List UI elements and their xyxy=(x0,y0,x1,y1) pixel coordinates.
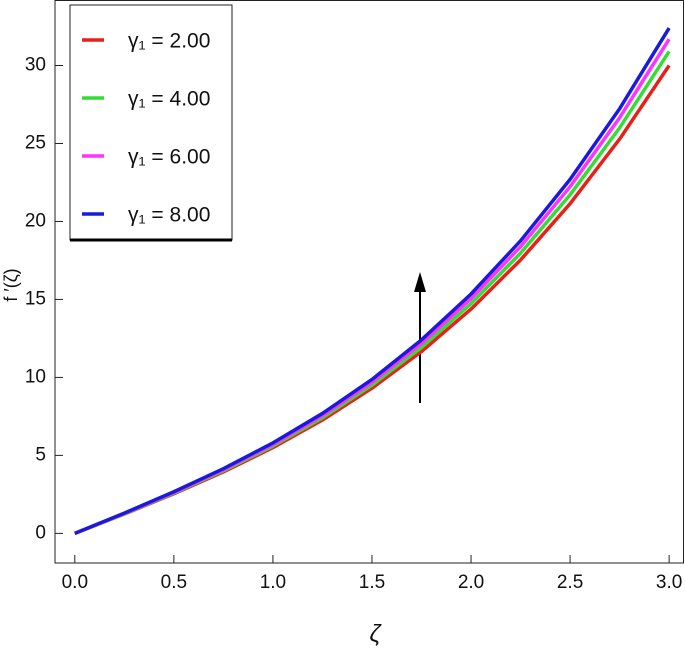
y-tick-label: 15 xyxy=(25,288,46,309)
x-tick-label: 2.5 xyxy=(557,572,583,593)
y-tick-label: 5 xyxy=(35,444,46,465)
x-tick-label: 0.0 xyxy=(62,572,88,593)
x-tick-label: 1.0 xyxy=(260,572,286,593)
legend-label: γ₁ = 4.00 xyxy=(128,88,210,111)
series-line xyxy=(74,27,671,535)
legend-box xyxy=(69,4,233,241)
x-axis-label: ζ xyxy=(369,620,382,647)
y-tick-label: 10 xyxy=(25,366,46,387)
plot-frame xyxy=(54,0,684,564)
y-axis-label: f ′(ζ) xyxy=(1,268,21,301)
x-tick-label: 3.0 xyxy=(656,572,682,593)
legend-label: γ₁ = 6.00 xyxy=(128,146,210,169)
x-tick-label: 2.0 xyxy=(458,572,484,593)
x-tick-label: 0.5 xyxy=(161,572,187,593)
legend: γ₁ = 2.00 γ₁ = 4.00 γ₁ = 6.00 γ₁ = 8.00 xyxy=(69,4,233,242)
y-tick-label: 20 xyxy=(25,210,46,231)
y-tick-label: 30 xyxy=(25,55,46,76)
legend-label: γ₁ = 2.00 xyxy=(128,30,210,53)
legend-label: γ₁ = 8.00 xyxy=(128,204,210,227)
y-tick-label: 0 xyxy=(35,522,46,543)
x-tick-label: 1.5 xyxy=(359,572,385,593)
y-tick-label: 25 xyxy=(25,132,46,153)
